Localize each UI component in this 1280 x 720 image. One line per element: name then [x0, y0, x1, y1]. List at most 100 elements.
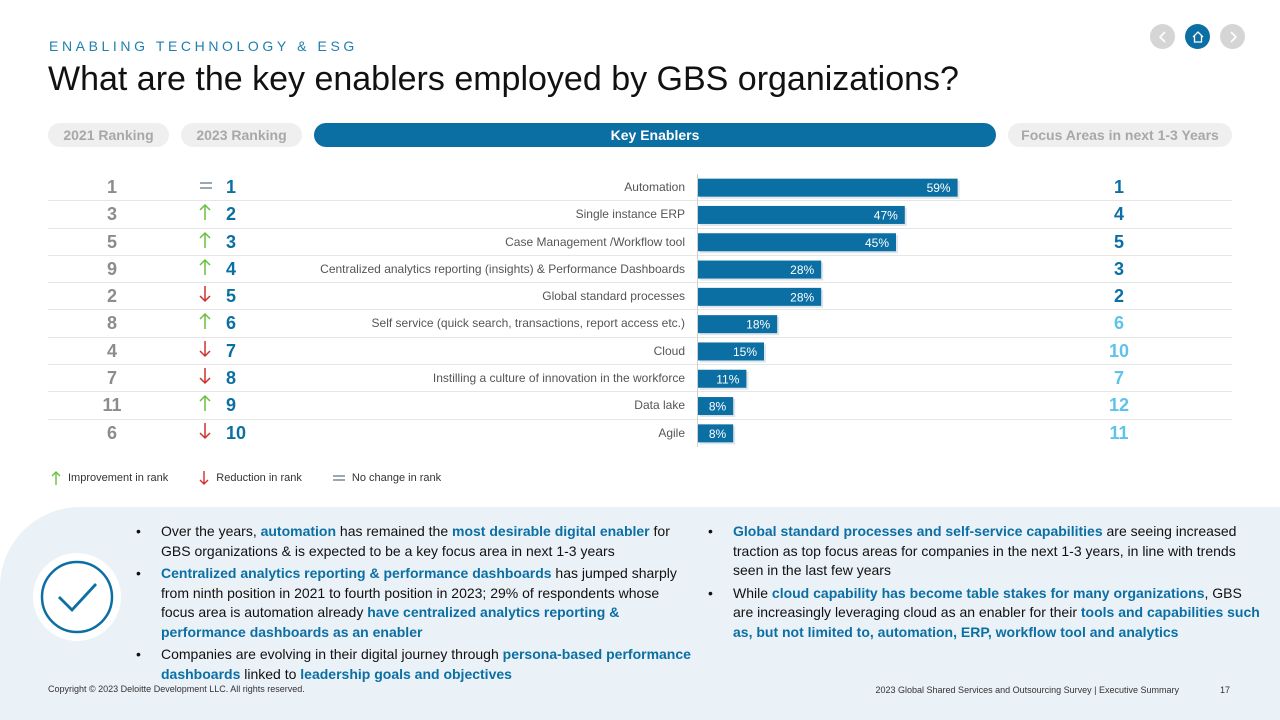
legend-up-label: Improvement in rank [68, 472, 169, 484]
table-row: 5 3 Case Management /Workflow tool 5 [48, 229, 1232, 256]
rank-2023: 3 [226, 231, 237, 252]
enabler-label: Cloud [653, 343, 685, 358]
legend-down-label: Reduction in rank [216, 472, 302, 484]
table-row: 9 4 Centralized analytics reporting (insig… [48, 256, 1232, 284]
rank-2023: 9 [226, 395, 237, 416]
highlight-text: tools and capabilities such as, but not … [733, 604, 1260, 640]
arrow-down-icon [199, 471, 209, 485]
rank-2023: 5 [226, 286, 237, 307]
focus-rank: 6 [1113, 313, 1124, 334]
enabler-label: Instilling a culture of innovation in th… [432, 371, 685, 386]
insight-text: are seeing increased traction as top foc… [733, 523, 1237, 578]
table-row: 6 10 Agile 11 [48, 420, 1232, 447]
arrow-down-icon [198, 339, 222, 363]
focus-rank: 2 [1113, 286, 1124, 307]
enabler-label: Agile [658, 425, 685, 440]
insight-bullet: Centralized analytics reporting & perfor… [136, 564, 696, 642]
table-row: 3 2 Single instance ERP 4 [48, 201, 1232, 229]
insights-left: Over the years, automation has remained … [136, 522, 696, 687]
highlight-text: most desirable digital enabler [452, 523, 650, 539]
focus-rank: 3 [1113, 258, 1124, 279]
insights-right: Global standard processes and self-servi… [708, 522, 1264, 645]
highlight-text: automation [260, 523, 337, 539]
rank-2021: 9 [106, 258, 117, 279]
ranking-rows: 1 1 Automation 1 3 2 Single instance ERP 4 5 3 Cas… [48, 174, 1232, 447]
page-number: 17 [1219, 685, 1230, 695]
checkmark-icon [40, 560, 114, 634]
home-button[interactable] [1185, 24, 1210, 49]
next-button[interactable] [1220, 24, 1245, 49]
focus-rank: 11 [1109, 422, 1129, 443]
arrow-up-icon [198, 311, 222, 335]
highlight-text: cloud capability has become table stakes… [771, 584, 1205, 601]
insight-text: Over the years, [161, 523, 261, 539]
prev-button[interactable] [1150, 24, 1175, 49]
focus-rank: 5 [1113, 231, 1124, 252]
rank-2021: 11 [102, 395, 122, 416]
insight-text: Companies are evolving in their digital … [161, 646, 503, 662]
check-badge [33, 553, 121, 641]
chevron-left-icon [1158, 30, 1166, 43]
focus-rank: 10 [1108, 340, 1130, 361]
highlight-text: Global standard processes and self-servi… [733, 523, 1103, 539]
insight-bullet: Companies are evolving in their digital … [136, 645, 696, 684]
legend-item-down: Reduction in rank [198, 470, 302, 486]
insight-text: While [733, 584, 772, 601]
page-title: What are the key enablers employed by GB… [48, 60, 959, 98]
arrow-up-icon [198, 230, 222, 254]
rank-2021: 7 [106, 368, 117, 389]
header-key-enablers: Key Enablers [314, 123, 996, 147]
rank-2021: 6 [106, 422, 117, 443]
enabler-label: Single instance ERP [575, 207, 685, 222]
insight-text: for GBS organizations & is expected to b… [161, 523, 670, 559]
enabler-label: Global standard processes [542, 289, 685, 304]
rank-2021: 8 [106, 313, 117, 334]
arrow-up-icon [198, 257, 222, 281]
equals-icon [332, 475, 345, 481]
insight-text: , GBS are increasingly leveraging cloud … [733, 584, 1242, 621]
enabler-label: Centralized analytics reporting (insight… [320, 261, 685, 276]
header-2021-ranking: 2021 Ranking [48, 123, 169, 147]
bar-axis-line [697, 174, 698, 447]
rank-2023: 10 [226, 422, 247, 443]
header-2023-ranking: 2023 Ranking [181, 123, 302, 147]
rank-2021: 4 [106, 340, 117, 361]
copyright: Copyright © 2023 Deloitte Development LL… [48, 684, 305, 694]
highlight-text: have centralized analytics reporting & p… [161, 604, 620, 640]
focus-rank: 1 [1113, 177, 1124, 197]
highlight-text: persona-based performance dashboards [161, 646, 691, 682]
enabler-label: Automation [624, 180, 685, 194]
legend-item-up: Improvement in rank [50, 470, 168, 486]
chevron-right-icon [1229, 30, 1237, 43]
insight-bullet: While cloud capability has become table … [708, 584, 1264, 643]
insight-text: has remained the [336, 523, 453, 539]
arrow-down-icon [198, 284, 222, 308]
insight-text: has jumped sharply from ninth position i… [161, 565, 677, 620]
arrow-down-icon [198, 366, 222, 390]
focus-rank: 7 [1113, 368, 1124, 389]
arrow-up-icon [198, 202, 222, 226]
table-row: 2 5 Global standard processes 2 [48, 283, 1232, 311]
legend: Improvement in rank Reduction in rank No… [50, 470, 471, 486]
highlight-text: Centralized analytics reporting & perfor… [161, 565, 552, 581]
insight-text: linked to [240, 665, 301, 682]
rank-2023: 2 [226, 204, 237, 225]
nav-controls [1150, 24, 1245, 49]
enabler-label: Data lake [634, 398, 685, 413]
focus-rank: 12 [1108, 395, 1130, 416]
table-row: 4 7 Cloud 10 [48, 338, 1232, 366]
rank-2021: 2 [106, 286, 117, 307]
highlight-text: leadership goals and objectives [300, 665, 512, 682]
report-title: 2023 Global Shared Services and Outsourc… [875, 685, 1180, 695]
rank-2021: 1 [106, 177, 117, 197]
table-row: 8 6 Self service (quick search, transactio… [48, 310, 1232, 338]
rank-2021: 3 [106, 204, 117, 225]
equals-icon [198, 175, 222, 199]
eyebrow: ENABLING TECHNOLOGY & ESG [49, 38, 358, 54]
enabler-label: Self service (quick search, transactions… [371, 316, 685, 331]
rank-2023: 7 [226, 340, 237, 361]
arrow-up-icon [51, 471, 61, 485]
rank-2023: 1 [226, 177, 237, 197]
rank-2023: 4 [226, 258, 237, 279]
arrow-down-icon [198, 421, 222, 445]
